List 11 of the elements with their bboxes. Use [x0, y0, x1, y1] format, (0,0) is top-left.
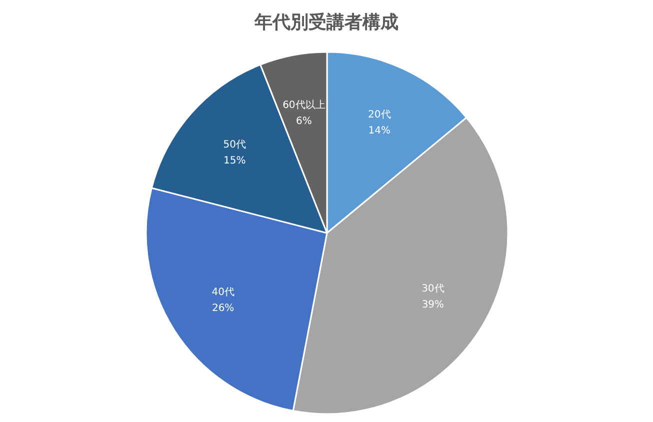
- data-label: 26%: [212, 302, 234, 314]
- data-label: 15%: [224, 156, 246, 167]
- chart-title: 年代別受講者構成: [254, 12, 398, 33]
- data-label: 39%: [422, 300, 444, 311]
- data-label: 14%: [368, 126, 391, 137]
- slice-label: 20代: [368, 110, 391, 121]
- slice-label: 40代: [212, 286, 234, 298]
- slice-label: 30代: [422, 284, 444, 295]
- slice-label: 50代: [223, 140, 246, 151]
- slice-label: 60代以上: [282, 99, 326, 112]
- data-label: 6%: [296, 116, 312, 128]
